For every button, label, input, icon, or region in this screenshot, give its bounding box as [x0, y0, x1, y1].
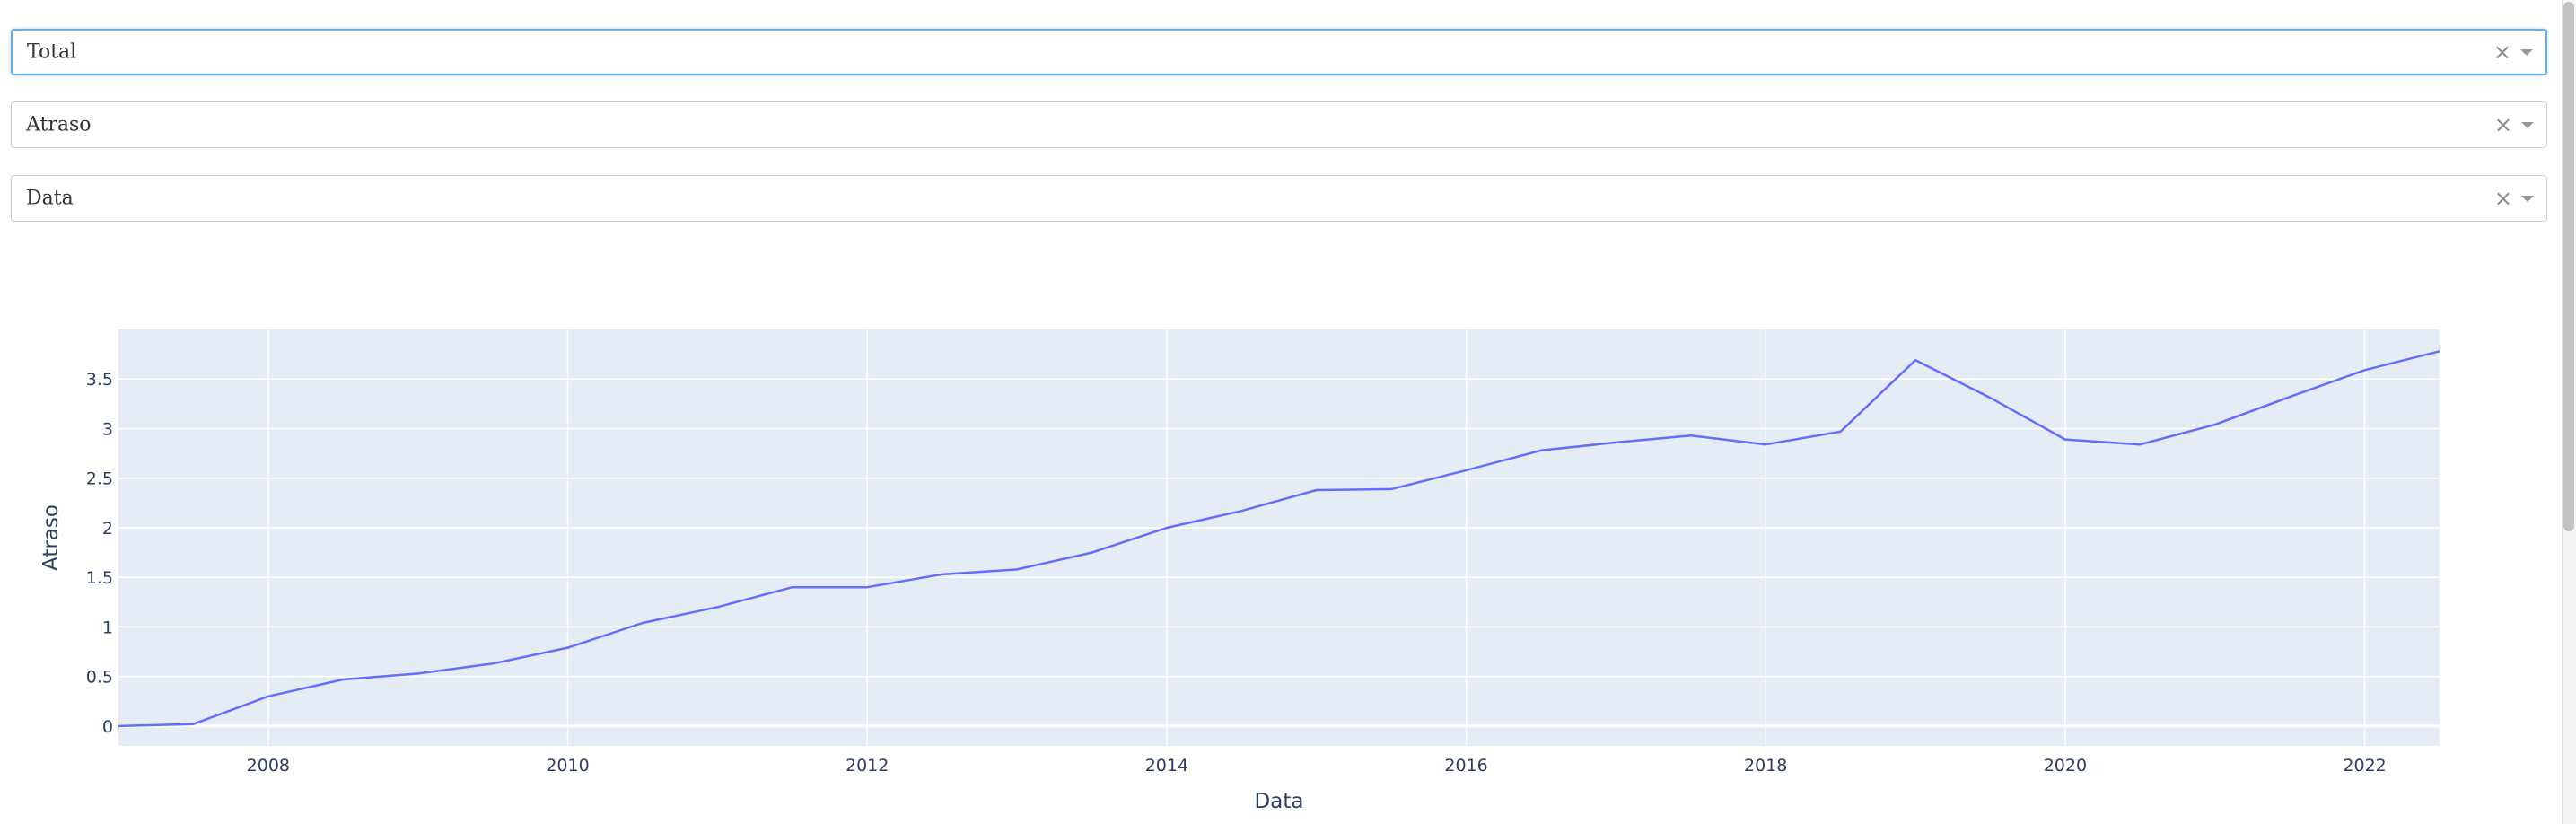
clear-icon[interactable]: × — [2494, 188, 2512, 209]
clear-icon[interactable]: × — [2493, 41, 2511, 63]
x-tick-label: 2008 — [247, 756, 290, 776]
caret-down-icon[interactable] — [2520, 49, 2533, 56]
y-tick-label: 2 — [102, 519, 113, 539]
y-tick-label: 0.5 — [86, 668, 113, 688]
dropdown-total[interactable]: Total × — [11, 29, 2547, 75]
x-tick-label: 2012 — [846, 756, 889, 776]
y-tick-label: 2.5 — [86, 469, 113, 489]
dropdown-atraso[interactable]: Atraso × — [11, 101, 2547, 148]
dropdown-value: Data — [26, 188, 74, 210]
x-tick-label: 2014 — [1145, 756, 1188, 776]
x-tick-label: 2010 — [546, 756, 589, 776]
dropdown-value: Atraso — [26, 114, 92, 136]
x-tick-label: 2016 — [1444, 756, 1487, 776]
y-tick-label: 3.5 — [86, 370, 113, 390]
x-axis-title: Data — [1255, 790, 1304, 813]
scrollbar[interactable] — [2562, 0, 2576, 824]
dropdown-value: Total — [27, 41, 76, 64]
plot-area — [118, 329, 2440, 746]
clear-icon[interactable]: × — [2494, 114, 2512, 136]
y-tick-label: 1.5 — [86, 568, 113, 588]
x-tick-labels: 2008 2010 2012 2014 2016 2018 2020 2022 — [247, 756, 2387, 776]
y-tick-label: 1 — [102, 618, 113, 637]
scrollbar-thumb[interactable] — [2563, 2, 2574, 531]
x-tick-label: 2022 — [2343, 756, 2386, 776]
y-tick-labels: 0 0.5 1 1.5 2 2.5 3 3.5 — [86, 370, 113, 737]
y-axis-title: Atraso — [39, 504, 63, 571]
line-chart: 2008 2010 2012 2014 2016 2018 2020 2022 0 0.5 1 1.… — [0, 305, 2558, 824]
caret-down-icon[interactable] — [2521, 196, 2534, 202]
y-tick-label: 0 — [102, 717, 113, 737]
dropdown-data[interactable]: Data × — [11, 175, 2547, 222]
x-tick-label: 2020 — [2044, 756, 2087, 776]
caret-down-icon[interactable] — [2521, 122, 2534, 128]
x-tick-label: 2018 — [1744, 756, 1787, 776]
y-tick-label: 3 — [102, 419, 113, 439]
